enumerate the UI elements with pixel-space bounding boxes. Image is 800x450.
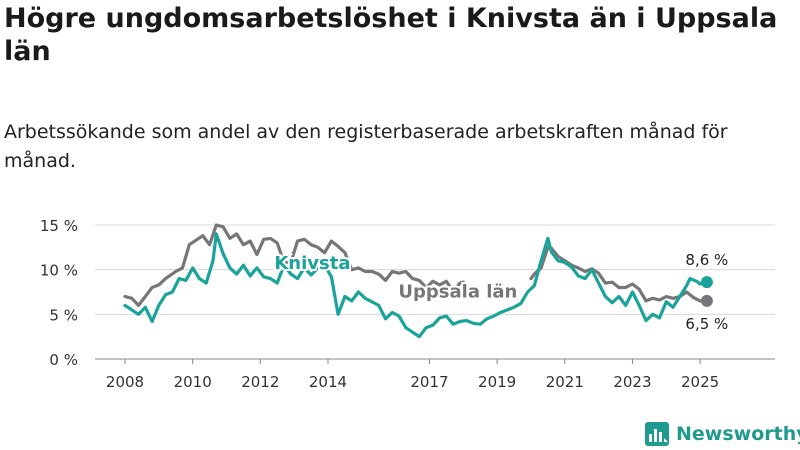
x-tick-label: 2010 <box>174 373 212 391</box>
newsworthy-logo: Newsworthy <box>644 419 800 449</box>
series-line-knivsta <box>123 232 709 339</box>
x-tick-label: 2012 <box>241 373 279 391</box>
end-point-knivsta <box>700 276 713 289</box>
series-label-knivsta: Knivsta <box>274 253 350 274</box>
x-tick-label: 2008 <box>106 373 144 391</box>
series-line-uppsala <box>123 223 465 307</box>
x-tick-label: 2025 <box>681 373 719 391</box>
series-label-uppsala: Uppsala län <box>398 281 517 302</box>
end-point-uppsala <box>700 294 713 307</box>
x-tick-label: 2021 <box>546 373 584 391</box>
end-value-label-uppsala: 6,5 % <box>685 315 728 333</box>
y-tick-label: 10 % <box>40 262 78 280</box>
y-tick-label: 15 % <box>40 217 78 235</box>
x-tick-label: 2023 <box>613 373 651 391</box>
newsworthy-logo-icon <box>645 422 669 446</box>
x-tick-label: 2017 <box>410 373 448 391</box>
chart-title: Högre ungdomsarbetslöshet i Knivsta än i… <box>4 3 778 67</box>
logo-text: Newsworthy <box>676 423 800 445</box>
y-tick-label: 5 % <box>49 306 78 324</box>
chart-subtitle: Arbetssökande som andel av den registerb… <box>4 121 728 172</box>
x-tick-label: 2014 <box>309 373 347 391</box>
x-tick-label: 2019 <box>478 373 516 391</box>
end-value-label-knivsta: 8,6 % <box>685 251 728 269</box>
y-tick-label: 0 % <box>49 351 78 369</box>
line-chart: 0 % 5 % 10 % 15 % 2008 2010 2012 2014 2017 2019 20… <box>40 217 775 391</box>
series-line-uppsala <box>529 245 709 303</box>
